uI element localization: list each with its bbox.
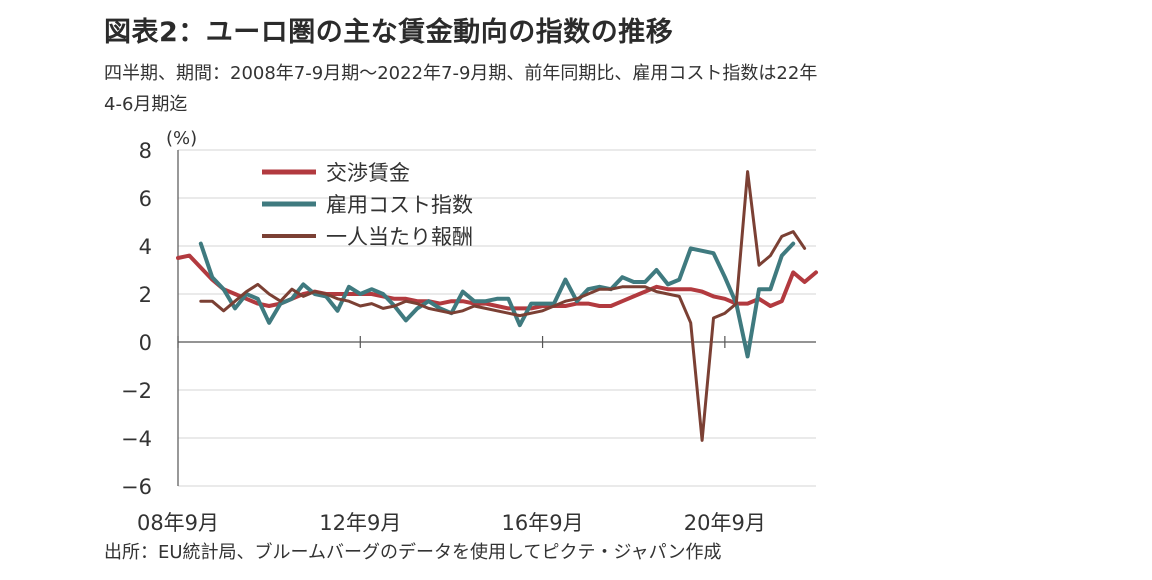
legend-label: 雇用コスト指数 xyxy=(326,193,473,217)
chart-subtitle: 四半期、期間：2008年7-9月期～2022年7-9月期、前年同期比、雇用コスト… xyxy=(104,63,818,115)
series-line-3 xyxy=(199,170,807,442)
y-axis-unit-label: (%) xyxy=(166,128,197,149)
y-tick-label: 2 xyxy=(139,283,152,307)
source-note: 出所：EU統計局、ブルームバーグのデータを使用してピクテ・ジャパン作成 xyxy=(104,542,722,563)
y-tick-label: 0 xyxy=(139,331,152,355)
y-tick-label: −2 xyxy=(121,379,152,403)
y-tick-label: −6 xyxy=(121,475,152,499)
y-tick-label: 6 xyxy=(139,187,152,211)
y-tick-label: −4 xyxy=(121,427,152,451)
series-lines xyxy=(176,170,818,442)
x-tick-label: 20年9月 xyxy=(684,511,766,535)
legend-label: 交渉賃金 xyxy=(326,161,410,185)
x-tick-label: 08年9月 xyxy=(137,511,219,535)
x-tick-label: 12年9月 xyxy=(319,511,401,535)
x-axis-ticks: 08年9月 12年9月 16年9月 20年9月 xyxy=(137,511,766,535)
axes xyxy=(177,150,816,486)
y-tick-label: 4 xyxy=(139,235,152,259)
series-line-2 xyxy=(198,241,796,359)
chart-title: 図表2：ユーロ圏の主な賃金動向の指数の推移 xyxy=(104,17,674,48)
y-axis-ticks: 8 6 4 2 0 −2 −4 −6 xyxy=(121,139,152,499)
legend-label: 一人当たり報酬 xyxy=(326,225,473,249)
y-tick-label: 8 xyxy=(139,139,152,163)
x-tick-label: 16年9月 xyxy=(502,511,584,535)
